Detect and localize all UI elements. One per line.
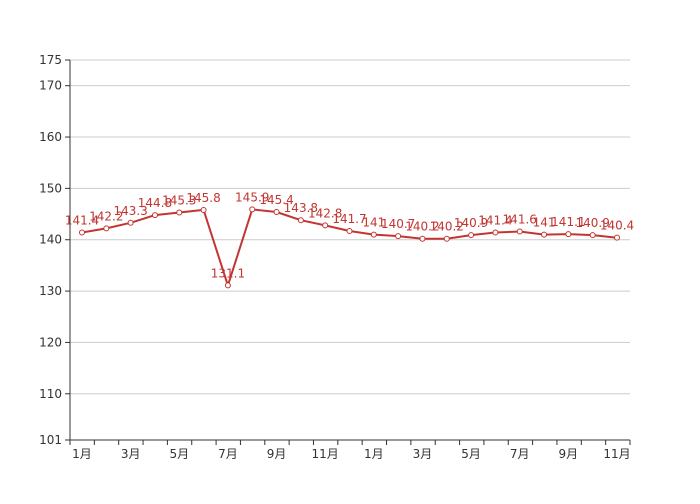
data-point bbox=[516, 228, 523, 235]
data-labels: 141.4142.2143.3144.8145.3145.8131.1145.9… bbox=[65, 190, 634, 280]
x-tick-label: 7月 bbox=[218, 447, 238, 461]
y-tick-label: 130 bbox=[39, 284, 62, 298]
data-label: 141 bbox=[362, 216, 385, 230]
data-point bbox=[541, 231, 548, 238]
axes: 101 110 120 130 140 150 160 170 175 1月 3月 5月 7月 9月 11月… bbox=[39, 53, 631, 461]
data-label: 143.3 bbox=[113, 204, 147, 218]
data-label: 140.7 bbox=[381, 217, 415, 231]
data-label: 141.6 bbox=[503, 213, 537, 227]
data-point bbox=[370, 231, 377, 238]
data-point bbox=[492, 229, 499, 236]
data-label: 140.2 bbox=[430, 220, 464, 234]
data-label: 141.4 bbox=[478, 214, 512, 228]
data-point bbox=[589, 232, 596, 239]
data-label: 131.1 bbox=[211, 266, 245, 280]
data-point bbox=[79, 229, 85, 236]
data-label: 143.8 bbox=[284, 201, 318, 215]
data-point bbox=[273, 209, 280, 215]
x-tick-label: 11月 bbox=[312, 447, 339, 461]
data-point bbox=[127, 219, 134, 226]
data-point bbox=[419, 235, 426, 242]
data-point bbox=[297, 217, 304, 224]
data-point bbox=[224, 282, 231, 289]
data-point bbox=[395, 233, 402, 240]
y-tick-label: 160 bbox=[39, 130, 62, 144]
data-label: 140.2 bbox=[405, 220, 439, 234]
data-label: 140.9 bbox=[454, 216, 488, 230]
data-label: 141.7 bbox=[332, 212, 366, 226]
data-label: 141 bbox=[533, 216, 556, 230]
data-point bbox=[565, 231, 572, 238]
data-point bbox=[249, 206, 256, 213]
x-tick-label: 3月 bbox=[121, 447, 141, 461]
x-tick-label: 1月 bbox=[72, 447, 92, 461]
data-label: 141.1 bbox=[551, 215, 585, 229]
data-label: 145.4 bbox=[259, 193, 293, 207]
x-tick-label: 9月 bbox=[267, 447, 287, 461]
x-tick-label: 7月 bbox=[510, 447, 530, 461]
data-point bbox=[176, 209, 183, 216]
data-label: 140.4 bbox=[600, 219, 634, 233]
data-point bbox=[103, 225, 110, 232]
data-point bbox=[443, 235, 450, 242]
x-tick-label: 1月 bbox=[364, 447, 384, 461]
data-label: 141.4 bbox=[65, 214, 99, 228]
y-tick-label: 140 bbox=[39, 233, 62, 247]
data-label: 145.3 bbox=[162, 194, 196, 208]
data-label: 142.2 bbox=[89, 209, 123, 223]
x-tick-label: 5月 bbox=[169, 447, 189, 461]
data-point bbox=[322, 222, 329, 229]
x-tick-label: 11月 bbox=[603, 447, 630, 461]
x-tick-label: 3月 bbox=[413, 447, 433, 461]
y-tick-label: 175 bbox=[39, 53, 62, 67]
y-tick-label: 150 bbox=[39, 181, 62, 195]
data-label: 145.8 bbox=[186, 191, 220, 205]
y-tick-label: 120 bbox=[39, 335, 62, 349]
data-point bbox=[468, 232, 475, 239]
y-tick-label: 170 bbox=[39, 79, 62, 93]
data-point bbox=[200, 206, 207, 213]
data-point bbox=[151, 212, 158, 219]
x-tick-label: 5月 bbox=[461, 447, 481, 461]
data-label: 142.8 bbox=[308, 206, 342, 220]
grid-lines bbox=[70, 59, 630, 395]
data-points bbox=[79, 206, 620, 289]
x-tick-label: 9月 bbox=[559, 447, 579, 461]
data-point bbox=[614, 234, 620, 241]
y-tick-label: 101 bbox=[39, 433, 62, 447]
data-label: 144.8 bbox=[138, 196, 172, 210]
y-tick-label: 110 bbox=[39, 387, 62, 401]
data-point bbox=[346, 228, 353, 234]
data-label: 145.9 bbox=[235, 190, 269, 204]
data-label: 140.9 bbox=[576, 216, 610, 230]
